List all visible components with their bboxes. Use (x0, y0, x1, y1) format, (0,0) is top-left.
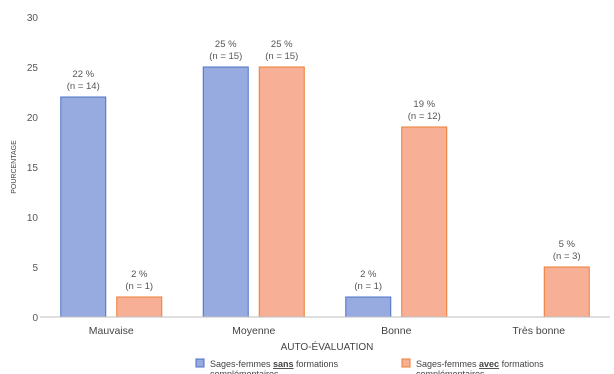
legend-label: Sages-femmes avec formations (416, 359, 544, 369)
legend-label-line2: complémentaires (416, 369, 485, 374)
y-tick-label: 15 (27, 163, 39, 174)
y-axis: 0 5 10 15 20 25 30 (27, 13, 39, 324)
x-axis-title: AUTO-ÉVALUATION (281, 340, 374, 353)
bar (543, 266, 590, 318)
bars (60, 66, 590, 318)
data-label-percent: 19 % (413, 99, 435, 110)
y-tick-label: 0 (32, 313, 38, 324)
data-labels: 22 %(n = 14)2 %(n = 1)25 %(n = 15)25 %(n… (67, 39, 581, 292)
y-tick-label: 10 (27, 213, 39, 224)
bar (116, 296, 163, 318)
bar (202, 66, 249, 318)
category-label: Bonne (381, 325, 412, 337)
legend-swatch (195, 358, 205, 368)
legend-label-line2: complémentaires (210, 369, 279, 374)
category-label: Moyenne (232, 325, 275, 337)
x-axis: Mauvaise Moyenne Bonne Très bonne (89, 325, 565, 337)
legend: Sages-femmes sans formationscomplémentai… (195, 358, 544, 374)
data-label-count: (n = 12) (408, 111, 441, 122)
y-axis-title: POURCENTAGE (11, 140, 18, 194)
data-label-count: (n = 15) (209, 51, 242, 62)
y-tick-label: 5 (32, 263, 38, 274)
y-tick-label: 25 (27, 63, 39, 74)
data-label-percent: 5 % (559, 239, 576, 250)
legend-swatch (401, 358, 411, 368)
bar (401, 126, 448, 318)
y-tick-label: 30 (27, 13, 39, 24)
y-tick-label: 20 (27, 113, 39, 124)
data-label-count: (n = 1) (354, 281, 382, 292)
data-label-percent: 22 % (72, 69, 94, 80)
legend-label: Sages-femmes sans formations (210, 359, 339, 369)
data-label-count: (n = 3) (553, 251, 581, 262)
data-label-percent: 2 % (131, 269, 148, 280)
data-label-percent: 25 % (215, 39, 237, 50)
data-label-percent: 25 % (271, 39, 293, 50)
data-label-count: (n = 14) (67, 81, 100, 92)
data-label-count: (n = 15) (265, 51, 298, 62)
bar (345, 296, 392, 318)
data-label-percent: 2 % (360, 269, 377, 280)
bar (258, 66, 305, 318)
data-label-count: (n = 1) (125, 281, 153, 292)
bar (60, 96, 107, 318)
category-label: Mauvaise (89, 325, 134, 337)
category-label: Très bonne (512, 325, 565, 337)
